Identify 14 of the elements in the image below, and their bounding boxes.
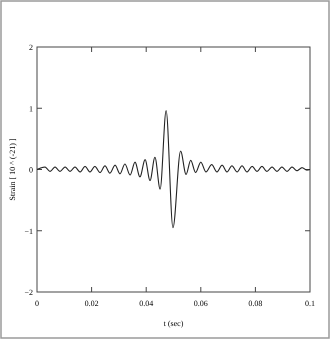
x-tick-label: 0.08 [248, 299, 262, 308]
y-tick-label: 0 [29, 166, 33, 174]
x-tick-label: 0.1 [305, 299, 315, 308]
x-axis-title: t (sec) [164, 319, 184, 328]
x-tick-label: 0 [35, 299, 39, 308]
x-tick-label: 0.06 [194, 299, 208, 308]
x-tick-label: 0.02 [84, 299, 99, 308]
x-tick-label: 0.04 [139, 299, 154, 308]
line-series [36, 110, 311, 228]
y-tick-label: 1 [29, 104, 33, 114]
y-tick-label: −1 [24, 226, 33, 236]
y-tick-label: 2 [29, 43, 33, 52]
y-axis-title: Strain [ 10 ^ (-21) ] [8, 138, 17, 201]
y-tick-label: −2 [24, 288, 33, 297]
